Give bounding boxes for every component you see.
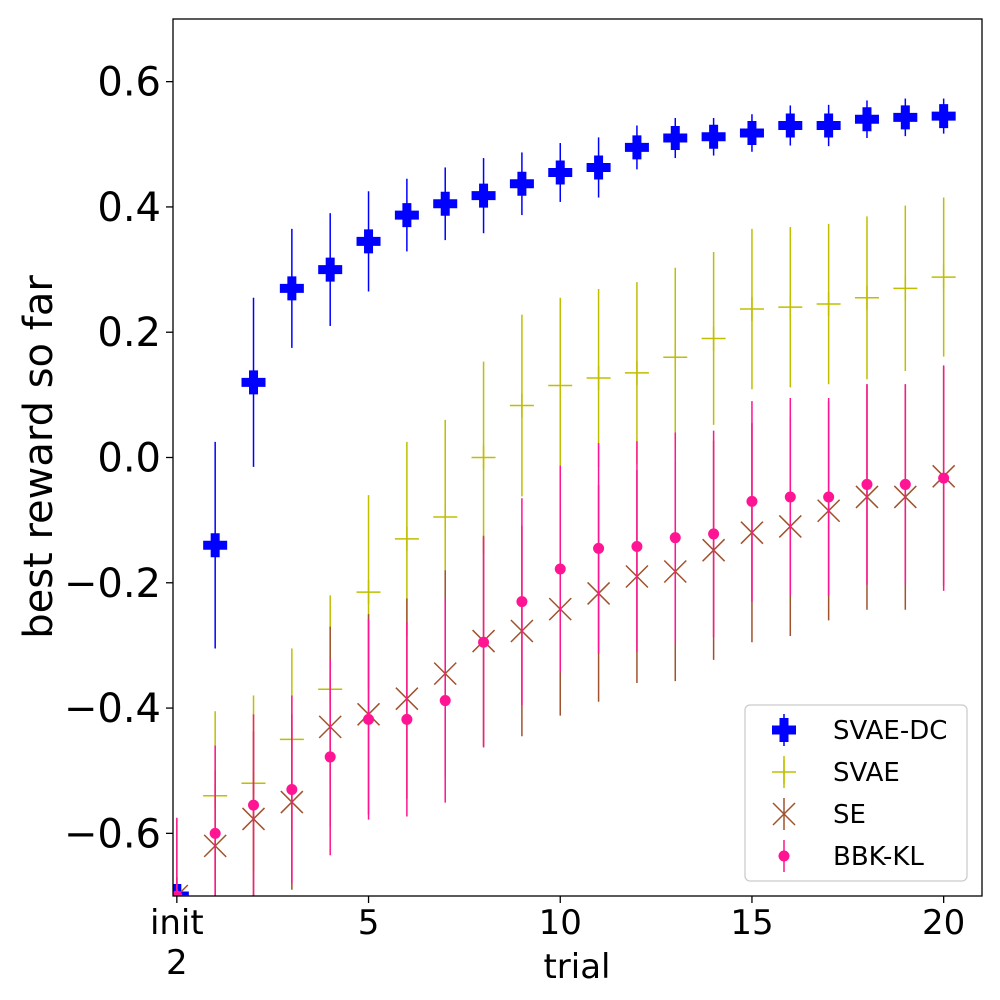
bbk-kl-point xyxy=(823,491,835,503)
bbk-kl-point xyxy=(631,540,643,552)
svae-point xyxy=(854,285,879,310)
svae-dc-point xyxy=(203,533,228,558)
bbk-kl-point xyxy=(286,784,298,796)
svae-dc-point xyxy=(241,370,266,395)
legend-item-svae: SVAE xyxy=(772,756,900,788)
svae-dc-point xyxy=(816,113,841,138)
bbk-kl-point xyxy=(478,636,490,648)
bbk-kl-point xyxy=(899,478,911,490)
svae-point xyxy=(931,265,956,290)
y-tick-label: −0.6 xyxy=(64,811,161,857)
series-bbk-kl xyxy=(173,365,950,896)
legend-label-bbk-kl: BBK-KL xyxy=(833,842,924,872)
svae-point xyxy=(816,292,841,317)
x-tick-label: 10 xyxy=(539,903,582,943)
svae-dc-point xyxy=(854,107,879,132)
bbk-kl-point xyxy=(439,695,451,707)
bbk-kl-point xyxy=(173,890,183,896)
bbk-kl-point xyxy=(248,799,260,811)
svae-point xyxy=(893,276,918,301)
svae-dc-point xyxy=(279,276,304,301)
svae-dc-point xyxy=(471,183,496,208)
x-tick-label: 20 xyxy=(922,903,965,943)
svae-dc-point xyxy=(394,203,419,228)
svae-dc-point xyxy=(739,121,764,146)
svae-dc-point xyxy=(318,257,343,282)
bbk-kl-point xyxy=(746,495,758,507)
svae-dc-point xyxy=(356,229,381,254)
legend-item-se: SE xyxy=(772,798,866,830)
legend-marker-bbk-kl xyxy=(778,850,790,862)
svae-dc-point xyxy=(433,191,458,216)
svae-dc-point xyxy=(624,135,649,160)
y-axis-label: best reward so far xyxy=(16,275,62,639)
bbk-kl-point xyxy=(516,596,528,608)
svae-dc-point xyxy=(931,104,956,129)
svae-point xyxy=(739,297,764,322)
y-tick-label: 0.0 xyxy=(97,436,161,482)
legend-marker-svae-dc xyxy=(772,718,796,742)
legend-label-svae-dc: SVAE-DC xyxy=(833,716,947,746)
legend-frame xyxy=(744,704,968,882)
bbk-kl-point xyxy=(209,827,221,839)
svae-dc-point xyxy=(893,105,918,130)
bbk-kl-point xyxy=(938,472,950,484)
bbk-kl-point xyxy=(669,532,681,544)
svae-point xyxy=(586,365,611,390)
legend-label-se: SE xyxy=(833,800,866,830)
x-tick-label: 15 xyxy=(730,903,773,943)
legend-marker-se xyxy=(772,802,796,826)
svae-point xyxy=(778,295,803,320)
y-tick-label: 0.6 xyxy=(97,60,161,106)
svae-point xyxy=(624,360,649,385)
y-tick-label: −0.4 xyxy=(64,686,161,732)
svae-point xyxy=(471,445,496,470)
svae-point xyxy=(663,345,688,370)
bbk-kl-point xyxy=(363,713,375,725)
y-tick-label: −0.2 xyxy=(64,561,161,607)
bbk-kl-point xyxy=(861,478,873,490)
bbk-kl-point xyxy=(593,542,605,554)
series-layer xyxy=(173,98,956,896)
svae-dc-point xyxy=(701,124,726,149)
y-tick-label: 0.2 xyxy=(97,310,161,356)
svae-dc-point xyxy=(663,126,688,151)
svae-point xyxy=(356,580,381,605)
series-clip-group xyxy=(173,98,956,896)
svae-dc-point xyxy=(548,160,573,185)
bbk-kl-point xyxy=(401,713,413,725)
x-tick-label: 5 xyxy=(358,903,380,943)
svae-dc-point xyxy=(778,113,803,138)
svae-point xyxy=(548,373,573,398)
legend-item-bbk-kl: BBK-KL xyxy=(778,840,924,872)
legend-item-svae-dc: SVAE-DC xyxy=(772,714,947,746)
svae-point xyxy=(509,393,534,418)
bbk-kl-point xyxy=(784,491,796,503)
y-axis: 0.6 0.4 0.2 0.0 −0.2 −0.4 −0.6 xyxy=(64,60,173,857)
bbk-kl-point xyxy=(554,563,566,575)
bbk-kl-point xyxy=(324,751,336,763)
legend: SVAE-DC SVAE SE BBK-KL xyxy=(744,704,968,882)
svae-dc-point xyxy=(509,171,534,196)
series-svae-dc xyxy=(173,98,956,896)
y-tick-label: 0.4 xyxy=(97,185,161,231)
se-point xyxy=(173,884,189,896)
svae-point xyxy=(394,526,419,551)
svae-dc-point xyxy=(586,155,611,180)
x-tick-label: init xyxy=(150,903,204,943)
x-tick-label-secondary: 2 xyxy=(166,943,188,983)
bbk-kl-point xyxy=(708,528,720,540)
x-axis-label: trial xyxy=(543,947,610,987)
legend-marker-svae xyxy=(772,760,796,784)
svae-point xyxy=(701,326,726,351)
svae-point xyxy=(433,505,458,530)
legend-label-svae: SVAE xyxy=(833,758,900,788)
